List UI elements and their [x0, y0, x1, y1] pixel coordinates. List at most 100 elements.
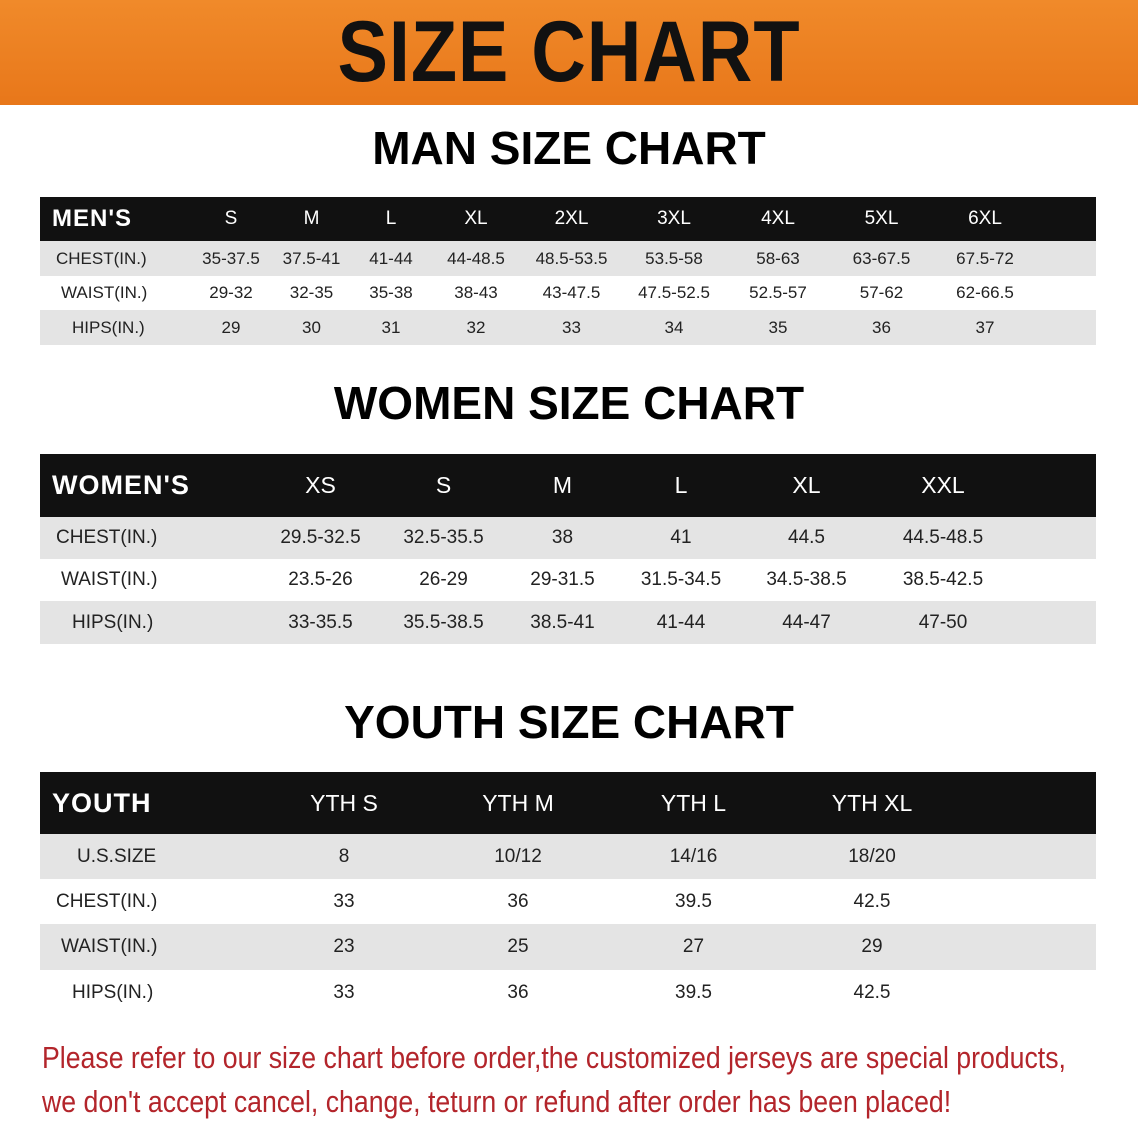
- size-header: S: [190, 197, 272, 241]
- notice-line-1: Please refer to our size chart before or…: [42, 1040, 1066, 1075]
- size-header: 3XL: [622, 197, 726, 241]
- size-header: 2XL: [521, 197, 622, 241]
- row-label: HIPS(IN.): [40, 310, 190, 345]
- women-section-title: WOMEN SIZE CHART: [333, 377, 805, 429]
- table-row: HIPS(IN.) 33-35.5 35.5-38.5 38.5-41 41-44 44-…: [40, 601, 1096, 644]
- size-header: YTH M: [431, 772, 605, 834]
- table-header-label: MEN'S: [40, 197, 190, 241]
- row-label: HIPS(IN.): [40, 601, 258, 644]
- measurement-cell: 34: [622, 310, 726, 345]
- empty-cell: [1014, 601, 1096, 644]
- measurement-cell: 36: [507, 890, 529, 912]
- women-size-table: WOMEN'S XS S M L XL XXL CHEST(IN.) 29.5-32.5 32.5…: [40, 454, 1096, 644]
- empty-header-cell: [1037, 197, 1096, 241]
- table-row: CHEST(IN.) 35-37.5 37.5-41 41-44 44-48.5 48.5…: [40, 241, 1096, 276]
- measurement-cell: 39.5: [675, 890, 712, 912]
- row-label: CHEST(IN.): [40, 241, 190, 276]
- size-header: XL: [431, 197, 521, 241]
- measurement-cell: 29: [782, 924, 962, 970]
- row-label: WAIST(IN.): [40, 924, 257, 970]
- empty-cell: [1037, 241, 1096, 276]
- empty-cell: [962, 970, 1096, 1015]
- measurement-cell: 27: [605, 924, 782, 970]
- row-label: CHEST(IN.): [56, 890, 158, 912]
- measurement-cell: 37: [933, 310, 1037, 345]
- measurement-cell: 33: [333, 981, 355, 1003]
- banner-title: SIZE CHART: [337, 4, 801, 100]
- measurement-cell: 44.5-48.5: [872, 517, 1014, 559]
- measurement-cell: 34.5-38.5: [766, 569, 847, 590]
- measurement-cell: 29.5-32.5: [258, 517, 383, 559]
- header-row: YOUTH YTH S YTH M YTH L YTH XL: [40, 772, 1096, 834]
- size-header: S: [383, 454, 504, 517]
- table-header-label: WOMEN'S: [40, 454, 258, 517]
- size-header: 5XL: [830, 197, 933, 241]
- row-label: WAIST(IN.): [61, 283, 148, 302]
- empty-cell: [962, 924, 1096, 970]
- header-row: MEN'S S M L XL 2XL 3XL 4XL 5XL 6XL: [40, 197, 1096, 241]
- measurement-cell: 33-35.5: [258, 601, 383, 644]
- measurement-cell: 41-44: [621, 601, 741, 644]
- size-header: YTH XL: [782, 772, 962, 834]
- banner: SIZE CHART: [0, 0, 1138, 105]
- measurement-cell: 52.5-57: [749, 283, 807, 302]
- measurement-cell: 36: [507, 981, 529, 1003]
- measurement-cell: 42.5: [853, 890, 891, 912]
- table-row: WAIST(IN.) 29-32 32-35 35-38 38-43 43-47.5 47.…: [40, 276, 1096, 310]
- measurement-cell: 44-47: [741, 601, 872, 644]
- measurement-cell: 8: [257, 834, 431, 879]
- table-row: CHEST(IN.) 33 36 39.5 42.5: [40, 879, 1096, 924]
- measurement-cell: 58-63: [726, 241, 830, 276]
- table-row: HIPS(IN.) 33 36 39.5 42.5: [40, 970, 1096, 1015]
- men-section-title: MAN SIZE CHART: [372, 122, 766, 174]
- measurement-cell: 14/16: [605, 834, 782, 879]
- measurement-cell: 67.5-72: [933, 241, 1037, 276]
- size-header: 4XL: [726, 197, 830, 241]
- table-row: U.S.SIZE 8 10/12 14/16 18/20: [40, 834, 1096, 879]
- order-notice: Please refer to our size chart before or…: [42, 1036, 1138, 1124]
- men-size-table: MEN'S S M L XL 2XL 3XL 4XL 5XL 6XL CHEST(IN.) 35-37…: [40, 197, 1096, 345]
- measurement-cell: 63-67.5: [830, 241, 933, 276]
- measurement-cell: 47-50: [872, 601, 1014, 644]
- measurement-cell: 35-38: [369, 283, 413, 302]
- table-row: CHEST(IN.) 29.5-32.5 32.5-35.5 38 41 44.5 44.5…: [40, 517, 1096, 559]
- measurement-cell: 18/20: [782, 834, 962, 879]
- measurement-cell: 33: [333, 890, 355, 912]
- measurement-cell: 39.5: [675, 981, 712, 1003]
- measurement-cell: 33: [521, 310, 622, 345]
- measurement-cell: 30: [272, 310, 351, 345]
- size-header: L: [621, 454, 741, 517]
- size-header: M: [272, 197, 351, 241]
- measurement-cell: 31: [351, 310, 431, 345]
- measurement-cell: 29: [190, 310, 272, 345]
- measurement-cell: 35: [726, 310, 830, 345]
- measurement-cell: 47.5-52.5: [638, 283, 710, 302]
- measurement-cell: 38.5-42.5: [902, 569, 984, 590]
- measurement-cell: 23.5-26: [288, 569, 353, 590]
- measurement-cell: 32-35: [289, 283, 334, 302]
- measurement-cell: 32: [431, 310, 521, 345]
- empty-cell: [962, 834, 1096, 879]
- measurement-cell: 44-48.5: [431, 241, 521, 276]
- empty-cell: [1014, 559, 1096, 601]
- measurement-cell: 36: [830, 310, 933, 345]
- size-header: XL: [741, 454, 872, 517]
- measurement-cell: 31.5-34.5: [640, 569, 722, 590]
- size-header: 6XL: [933, 197, 1037, 241]
- measurement-cell: 35-37.5: [190, 241, 272, 276]
- table-header-label: YOUTH: [40, 772, 257, 834]
- table-row: WAIST(IN.) 23.5-26 26-29 29-31.5 31.5-34.5 34…: [40, 559, 1096, 601]
- size-header: M: [504, 454, 621, 517]
- row-label: CHEST(IN.): [40, 517, 258, 559]
- notice-line-2: we don't accept cancel, change, teturn o…: [42, 1084, 952, 1119]
- measurement-cell: 35.5-38.5: [383, 601, 504, 644]
- measurement-cell: 43-47.5: [542, 283, 601, 302]
- empty-cell: [1037, 276, 1096, 310]
- measurement-cell: 38-43: [454, 283, 498, 302]
- measurement-cell: 32.5-35.5: [383, 517, 504, 559]
- measurement-cell: 44.5: [741, 517, 872, 559]
- measurement-cell: 26-29: [419, 569, 468, 590]
- table-row: HIPS(IN.) 29 30 31 32 33 34 35 36 37: [40, 310, 1096, 345]
- measurement-cell: 41-44: [351, 241, 431, 276]
- measurement-cell: 38.5-41: [504, 601, 621, 644]
